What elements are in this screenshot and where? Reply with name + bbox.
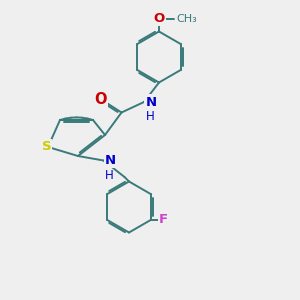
Text: H: H	[146, 110, 154, 123]
Text: F: F	[159, 213, 168, 226]
Text: N: N	[105, 154, 116, 167]
Text: O: O	[153, 12, 165, 26]
Text: S: S	[42, 140, 51, 154]
Text: O: O	[94, 92, 107, 106]
Text: N: N	[146, 95, 157, 109]
Text: CH₃: CH₃	[176, 14, 197, 24]
Text: H: H	[105, 169, 114, 182]
